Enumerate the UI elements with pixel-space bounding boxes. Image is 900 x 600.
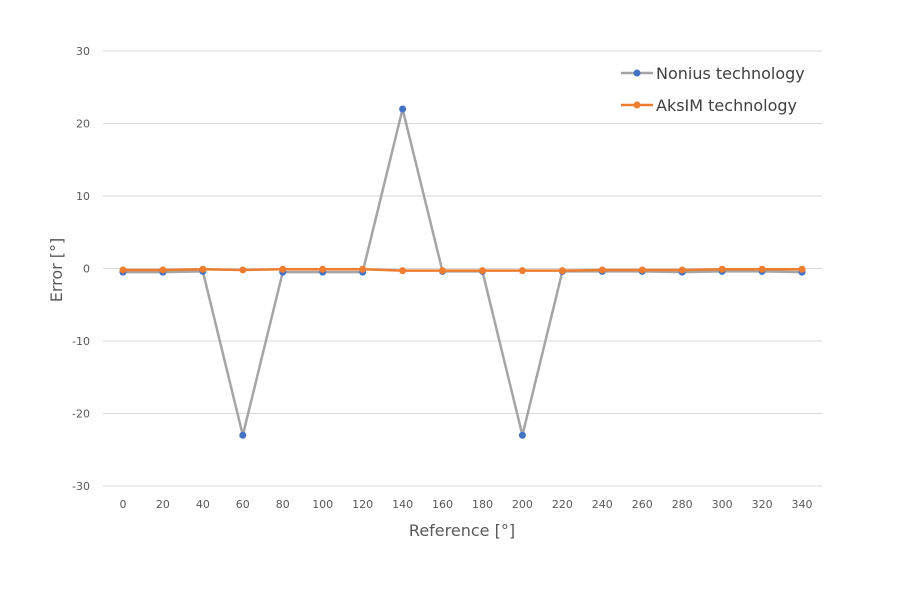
x-tick-label: 120: [352, 498, 373, 511]
x-tick-label: 60: [236, 498, 250, 511]
x-tick-label: 320: [752, 498, 773, 511]
legend: Nonius technology AksIM technology: [621, 64, 805, 115]
x-tick-label: 20: [156, 498, 170, 511]
y-tick-label: -30: [72, 480, 90, 493]
data-point: [319, 265, 327, 273]
x-axis-ticks: 0 20 40 60 80 100 120 140 160 180 200 220 240 260 280 3…: [119, 498, 812, 511]
x-tick-label: 200: [512, 498, 533, 511]
x-tick-label: 140: [392, 498, 413, 511]
y-tick-label: -20: [72, 408, 90, 421]
series-line-0: [122, 107, 803, 437]
data-point: [279, 265, 287, 273]
x-tick-label: 180: [472, 498, 493, 511]
data-point: [518, 431, 526, 439]
x-tick-label: 300: [712, 498, 733, 511]
data-point: [199, 265, 207, 273]
x-tick-label: 280: [672, 498, 693, 511]
x-tick-label: 260: [632, 498, 653, 511]
data-point: [758, 265, 766, 273]
x-tick-label: 340: [792, 498, 813, 511]
x-tick-label: 240: [592, 498, 613, 511]
y-tick-label: 20: [76, 118, 90, 131]
data-point: [399, 105, 407, 113]
x-tick-label: 40: [196, 498, 210, 511]
legend-item: AksIM technology: [621, 96, 797, 115]
data-point: [119, 266, 127, 274]
series-line-1: [122, 267, 803, 272]
legend-item: Nonius technology: [621, 64, 805, 83]
x-tick-label: 80: [276, 498, 290, 511]
data-point: [239, 266, 247, 274]
x-tick-label: 160: [432, 498, 453, 511]
x-axis-title: Reference [°]: [409, 521, 515, 540]
data-point: [598, 266, 606, 274]
x-tick-label: 100: [312, 498, 333, 511]
y-tick-label: -10: [72, 335, 90, 348]
x-tick-label: 0: [119, 498, 126, 511]
data-point: [478, 267, 486, 275]
y-tick-label: 30: [76, 45, 90, 58]
data-point: [399, 267, 407, 275]
y-tick-label: 0: [83, 263, 90, 276]
plot-area: [119, 105, 806, 439]
data-point: [439, 267, 447, 275]
y-axis-ticks: -30 -20 -10 0 10 20 30: [72, 45, 90, 493]
x-tick-label: 220: [552, 498, 573, 511]
data-point: [678, 266, 686, 274]
data-point: [638, 266, 646, 274]
data-point: [718, 265, 726, 273]
legend-label: AksIM technology: [656, 96, 797, 115]
legend-label: Nonius technology: [656, 64, 805, 83]
y-tick-label: 10: [76, 190, 90, 203]
data-point: [159, 266, 167, 274]
data-point: [558, 267, 566, 275]
data-point: [798, 265, 806, 273]
data-point: [518, 267, 526, 275]
data-point: [239, 431, 247, 439]
legend-marker: [633, 101, 641, 109]
legend-marker: [633, 69, 641, 77]
y-axis-title: Error [°]: [47, 238, 66, 303]
data-point: [359, 265, 367, 273]
